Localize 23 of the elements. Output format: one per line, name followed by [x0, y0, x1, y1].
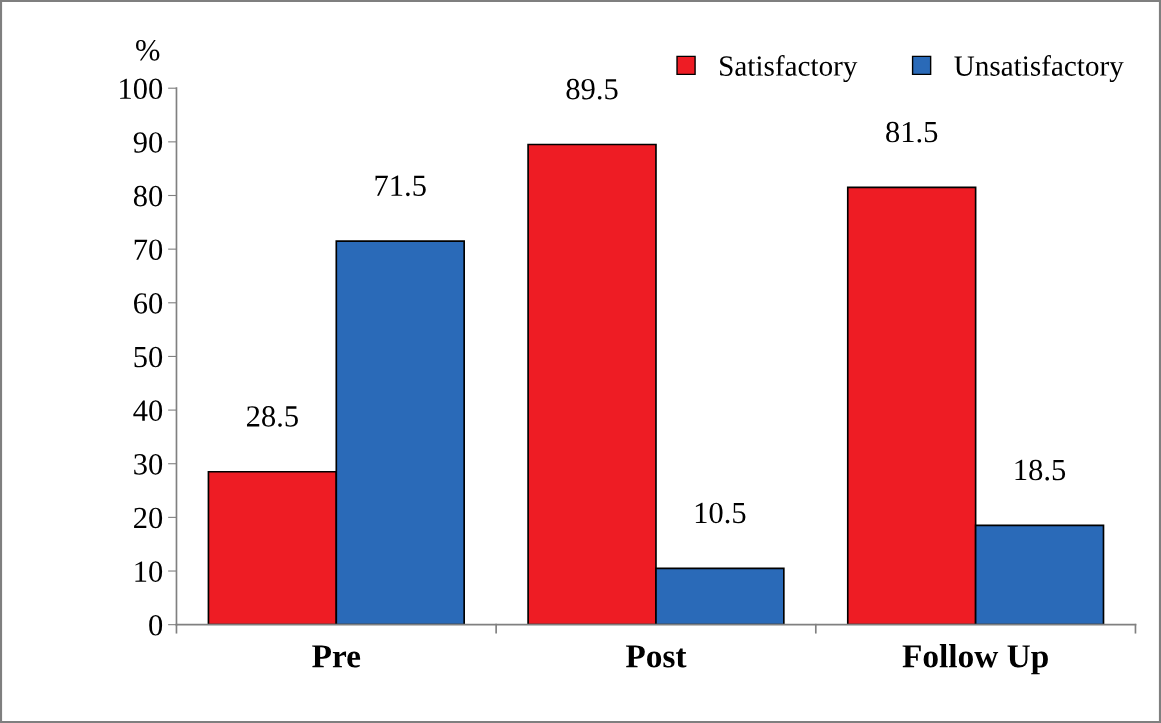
y-tick-label: 100 — [120, 78, 163, 100]
data-label: 28.5 — [246, 406, 298, 427]
x-tick-label: Post — [625, 645, 687, 668]
y-tick-label: 70 — [134, 239, 163, 261]
data-label: 10.5 — [695, 502, 746, 524]
y-tick-label: 60 — [134, 293, 163, 314]
y-tick-label: 40 — [133, 400, 163, 421]
legend-label: Satisfactory — [720, 55, 858, 82]
y-tick-label: 90 — [133, 132, 163, 153]
y-tick-label: 80 — [133, 185, 163, 207]
legend-label: Unsatisfactory — [954, 55, 1124, 82]
y-tick-label: 30 — [134, 454, 163, 475]
y-tick-label: 20 — [134, 507, 163, 529]
y-tick-label: 10 — [135, 561, 163, 582]
data-label: 81.5 — [886, 121, 938, 143]
data-label: 71.5 — [375, 175, 426, 197]
y-axis-title: % — [136, 39, 160, 61]
data-label: 18.5 — [1015, 459, 1066, 481]
y-tick-label: 50 — [134, 346, 163, 368]
y-tick-label: 0 — [149, 614, 163, 636]
data-label: 89.5 — [566, 78, 618, 100]
x-tick-label: Pre — [312, 645, 361, 668]
x-tick-label: Follow Up — [902, 644, 1048, 675]
